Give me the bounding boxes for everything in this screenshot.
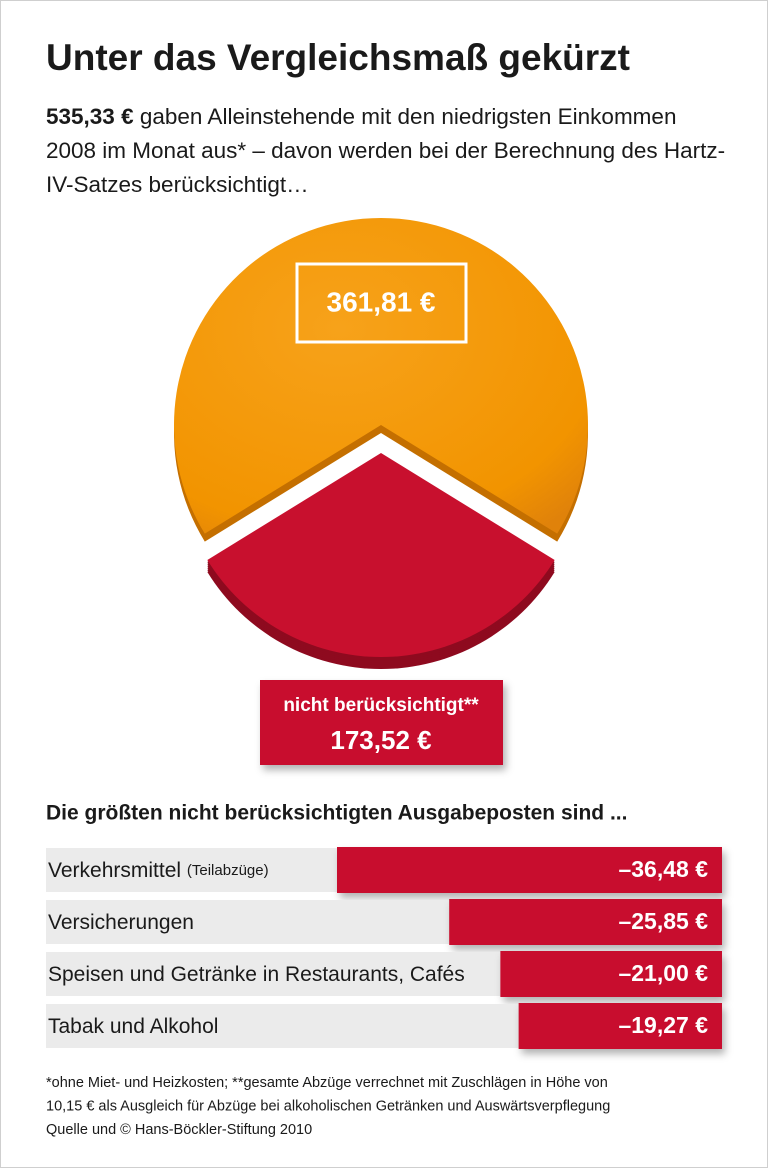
category-note: (Teilabzüge) [187, 862, 269, 879]
bar [449, 899, 722, 945]
value-label: –19,27 € [618, 1012, 708, 1038]
value-label: 361,81 € [327, 286, 436, 317]
subtitle: 535,33 € gaben Alleinstehende mit den ni… [46, 100, 726, 202]
category-label: Verkehrsmittel (Teilabzüge) [48, 859, 269, 882]
value-box [260, 680, 503, 765]
bar [500, 951, 722, 997]
category-label: Tabak und Alkohol [48, 1015, 218, 1038]
value-box [295, 262, 468, 344]
value-label: –21,00 € [618, 960, 708, 986]
bar [518, 1003, 722, 1049]
footnote: Quelle und © Hans-Böckler-Stiftung 2010 [46, 1122, 312, 1138]
category-label: nicht berücksichtigt** [283, 695, 479, 716]
footnote: *ohne Miet- und Heizkosten; **gesamte Ab… [46, 1075, 608, 1091]
bar [337, 847, 722, 893]
category-name: Speisen und Getränke in Restaurants, Caf… [48, 963, 465, 986]
value-label: –25,85 € [618, 908, 708, 934]
category-name: Verkehrsmittel [48, 859, 181, 882]
category-label: Versicherungen [48, 911, 194, 934]
category-name: Tabak und Alkohol [48, 1015, 218, 1038]
category-name: Versicherungen [48, 911, 194, 934]
footnote: 10,15 € als Ausgleich für Abzüge bei alk… [46, 1098, 610, 1114]
subtitle-lead: 535,33 € [46, 104, 134, 129]
pie-slice [173, 217, 588, 534]
pie-slice [207, 453, 555, 657]
chart-title: Unter das Vergleichsmaß gekürzt [46, 37, 630, 78]
value-label: 173,52 € [330, 725, 431, 755]
subtitle-text: gaben Alleinstehende mit den niedrigsten… [46, 104, 726, 197]
value-label: –36,48 € [618, 856, 708, 882]
category-label: Speisen und Getränke in Restaurants, Caf… [48, 963, 465, 986]
bar-title: Die größten nicht berücksichtigten Ausga… [46, 802, 627, 825]
